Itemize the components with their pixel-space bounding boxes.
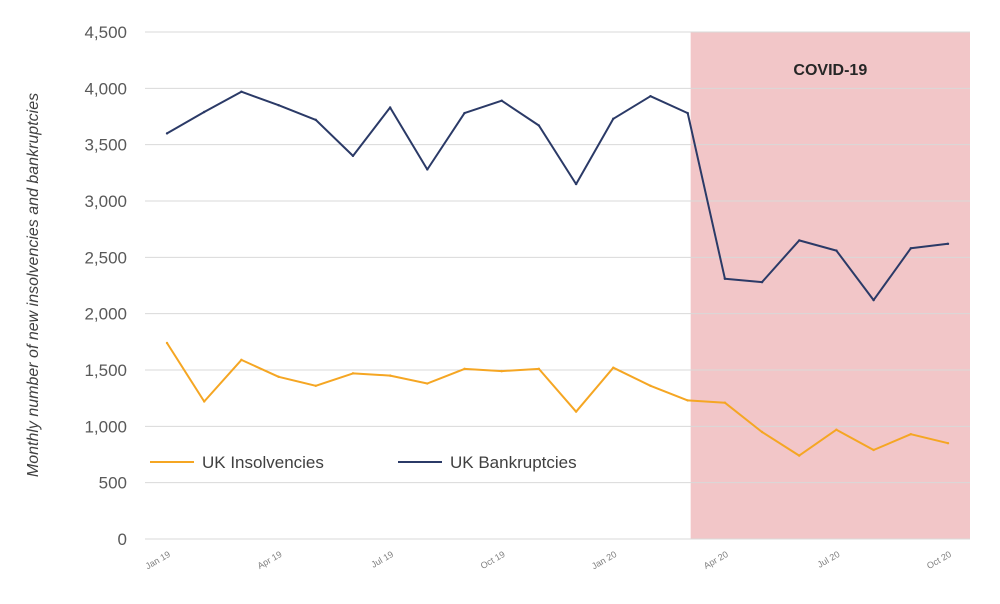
x-tick-label: Jan 20 — [590, 549, 618, 571]
data-point — [686, 399, 689, 402]
x-tick-label: Jan 19 — [144, 549, 172, 571]
x-tick-label: Jul 20 — [816, 549, 842, 570]
data-point — [612, 117, 615, 120]
y-tick-label: 3,000 — [84, 192, 127, 211]
data-point — [426, 168, 429, 171]
y-tick-label: 2,500 — [84, 248, 127, 267]
x-tick-label: Apr 19 — [256, 549, 284, 571]
data-point — [165, 132, 169, 135]
data-point — [798, 454, 801, 457]
data-point — [240, 358, 243, 362]
data-point — [946, 242, 950, 246]
data-point — [872, 298, 875, 302]
y-tick-label: 500 — [99, 474, 127, 493]
data-point — [649, 384, 652, 387]
data-point — [723, 277, 727, 280]
data-point — [537, 124, 541, 127]
x-tick-label: Jul 19 — [369, 549, 395, 570]
data-point — [872, 448, 875, 452]
data-point — [574, 410, 578, 413]
data-point — [723, 401, 727, 404]
legend-label: UK Insolvencies — [202, 453, 324, 472]
data-point — [388, 374, 392, 377]
x-tick-label: Oct 20 — [925, 549, 953, 571]
data-point — [574, 182, 578, 186]
series-bankruptcies — [165, 90, 950, 302]
data-point — [314, 384, 317, 387]
data-point — [202, 400, 206, 403]
data-point — [649, 95, 652, 98]
data-point — [277, 375, 280, 378]
data-point — [388, 106, 392, 109]
data-point — [463, 111, 466, 115]
data-point — [500, 369, 503, 373]
legend-label: UK Bankruptcies — [450, 453, 577, 472]
data-point — [537, 367, 541, 371]
y-tick-label: 1,000 — [84, 417, 127, 436]
series-line — [166, 342, 949, 457]
y-tick-label: 4,000 — [84, 79, 127, 98]
data-point — [909, 433, 913, 436]
data-point — [426, 382, 429, 385]
y-axis-label: Monthly number of new insolvencies and b… — [25, 93, 42, 477]
data-point — [500, 99, 503, 102]
data-point — [240, 90, 243, 93]
series-insolvencies — [165, 341, 950, 457]
x-tick-label: Oct 19 — [479, 549, 507, 571]
data-point — [202, 110, 206, 114]
data-point — [351, 372, 355, 375]
data-point — [798, 239, 801, 242]
x-tick-label: Apr 20 — [702, 549, 730, 571]
data-point — [760, 430, 764, 434]
y-tick-label: 3,500 — [84, 136, 127, 155]
covid-label: COVID-19 — [793, 62, 867, 79]
y-tick-label: 0 — [118, 530, 127, 549]
data-point — [277, 104, 280, 107]
series-line — [166, 90, 949, 302]
data-point — [612, 366, 615, 369]
data-point — [165, 341, 169, 345]
data-point — [351, 154, 355, 158]
data-point — [686, 111, 689, 115]
data-point — [760, 280, 764, 284]
y-tick-label: 4,500 — [84, 23, 127, 42]
data-point — [946, 442, 950, 445]
data-point — [463, 367, 466, 371]
y-tick-label: 2,000 — [84, 305, 127, 324]
data-point — [835, 428, 838, 431]
data-point — [909, 247, 913, 250]
data-point — [314, 118, 317, 122]
data-point — [835, 249, 838, 252]
covid-shaded-region — [690, 32, 970, 539]
y-tick-label: 1,500 — [84, 361, 127, 380]
